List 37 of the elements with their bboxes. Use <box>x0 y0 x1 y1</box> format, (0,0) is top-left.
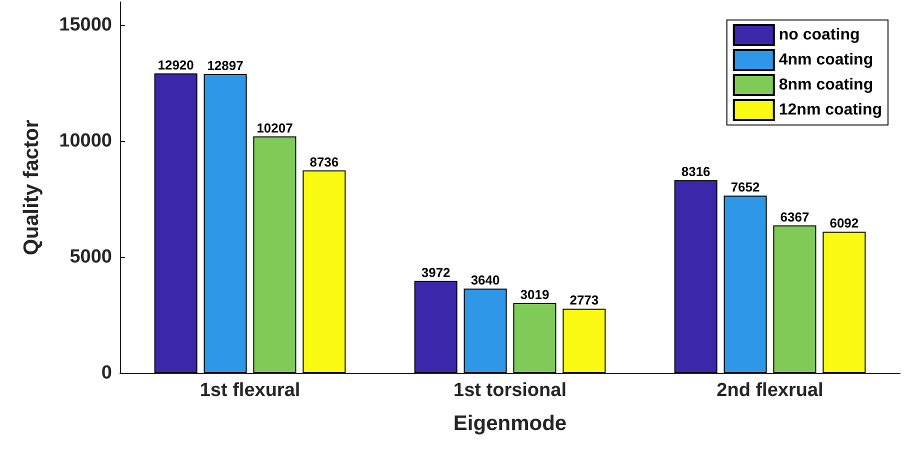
data-label: 7652 <box>730 180 760 195</box>
data-label: 6367 <box>780 209 810 224</box>
bar <box>773 225 816 373</box>
y-tick-label: 15000 <box>59 14 112 36</box>
data-label: 6092 <box>830 216 859 231</box>
legend-label: no coating <box>778 26 860 44</box>
data-label: 10207 <box>256 120 293 136</box>
y-tick-label: 10000 <box>59 130 112 152</box>
data-label: 8316 <box>681 164 710 180</box>
bar <box>513 302 556 373</box>
data-label: 12920 <box>158 57 194 72</box>
bar <box>822 232 866 373</box>
x-tick-label: 1st flexural <box>200 380 300 401</box>
bar <box>154 73 198 373</box>
bar <box>302 170 346 373</box>
x-axis-title: Eigenmode <box>453 412 567 435</box>
legend-label: 12nm coating <box>778 102 882 118</box>
bar <box>724 196 767 373</box>
legend-label: 8nm coating <box>778 76 874 94</box>
bar <box>562 308 606 373</box>
bar <box>674 180 718 373</box>
data-label: 3640 <box>470 272 500 288</box>
bar <box>253 136 296 373</box>
data-label: 3019 <box>520 286 550 302</box>
x-tick-label: 1st torsional <box>454 380 566 401</box>
data-label: 2773 <box>570 292 599 308</box>
data-label: 12897 <box>207 58 244 73</box>
y-tick-label: 5000 <box>70 246 112 268</box>
legend-label: 4nm coating <box>778 52 874 68</box>
bar <box>464 288 507 373</box>
y-axis-title: Quality factor <box>20 120 43 256</box>
bar <box>414 280 458 373</box>
y-tick-label: 0 <box>101 362 112 384</box>
data-label: 8736 <box>310 154 339 170</box>
x-tick-label: 2nd flexrual <box>716 380 824 401</box>
bar <box>204 74 247 373</box>
data-label: 3972 <box>421 264 450 280</box>
